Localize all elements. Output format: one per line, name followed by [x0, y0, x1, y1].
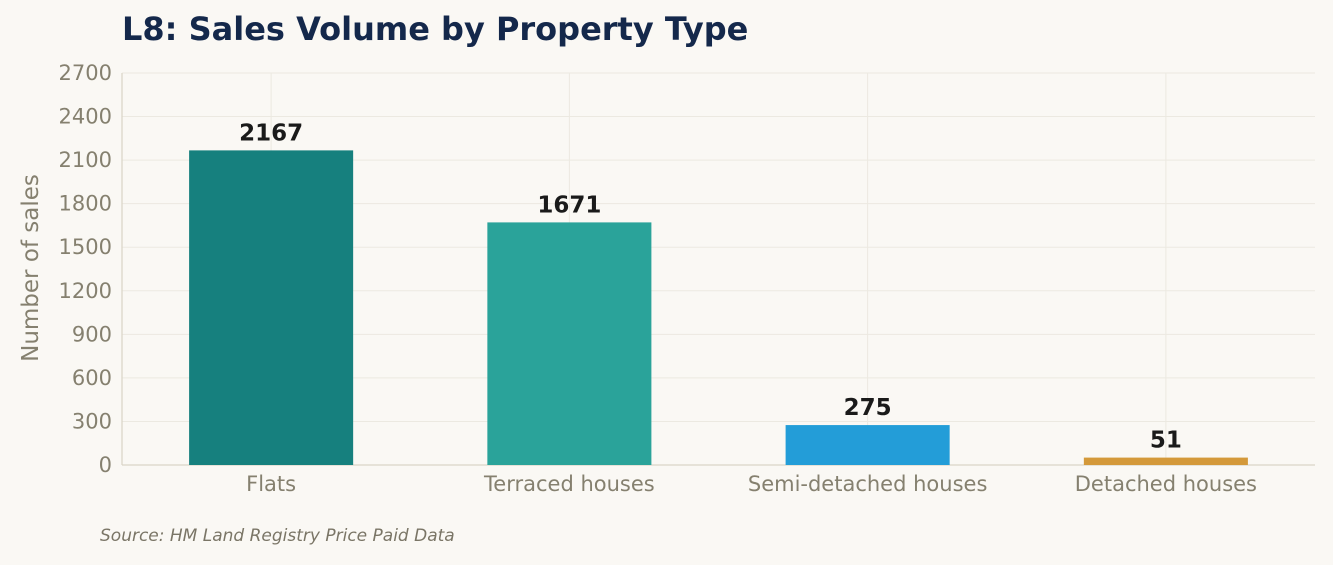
- bar-value-label: 275: [844, 395, 892, 421]
- y-tick-label: 900: [72, 322, 112, 346]
- bar-semi-detached-houses: [785, 425, 950, 465]
- bar-detached-houses: [1083, 457, 1248, 465]
- x-tick-label: Semi-detached houses: [748, 472, 988, 496]
- labels: 0 300 600 900 1200 1500 1800 2100 2400 2700 2167 Fl…: [59, 61, 1257, 496]
- y-tick-label: 2400: [59, 105, 112, 129]
- y-tick-label: 1800: [59, 192, 112, 216]
- y-tick-label: 300: [72, 409, 112, 433]
- y-tick-label: 1200: [59, 279, 112, 303]
- x-tick-label: Terraced houses: [483, 472, 655, 496]
- x-tick-label: Flats: [246, 472, 296, 496]
- x-tick-label: Detached houses: [1075, 472, 1257, 496]
- y-tick-label: 2700: [59, 61, 112, 85]
- bar-value-label: 2167: [239, 120, 303, 146]
- y-tick-label: 600: [72, 366, 112, 390]
- y-tick-label: 1500: [59, 235, 112, 259]
- chart-title: L8: Sales Volume by Property Type: [122, 10, 749, 48]
- bars: [189, 150, 1248, 465]
- y-tick-label: 0: [99, 453, 112, 477]
- bar-terraced-houses: [487, 222, 652, 465]
- y-tick-label: 2100: [59, 148, 112, 172]
- bar-value-label: 51: [1150, 428, 1182, 454]
- bar-flats: [189, 150, 354, 465]
- source-note: Source: HM Land Registry Price Paid Data: [100, 526, 455, 546]
- y-axis-title: Number of sales: [18, 174, 44, 362]
- bar-value-label: 1671: [537, 192, 601, 218]
